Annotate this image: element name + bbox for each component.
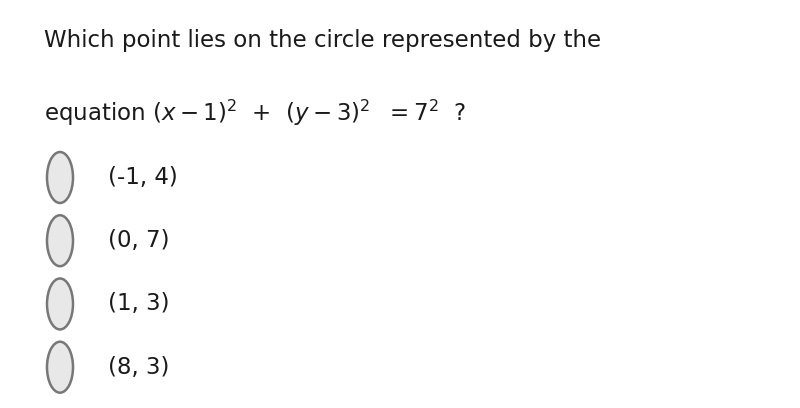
Text: (1, 3): (1, 3) [108,293,170,315]
Ellipse shape [47,279,73,329]
Ellipse shape [47,152,73,203]
Ellipse shape [47,342,73,392]
Text: (0, 7): (0, 7) [108,229,170,252]
Ellipse shape [47,215,73,266]
Text: Which point lies on the circle represented by the: Which point lies on the circle represent… [44,29,601,51]
Text: (8, 3): (8, 3) [108,356,170,379]
Text: (-1, 4): (-1, 4) [108,166,178,189]
Text: equation $(x - 1)^2$  +  $(y - 3)^2$  $= 7^2$  ?: equation $(x - 1)^2$ + $(y - 3)^2$ $= 7^… [44,98,466,128]
